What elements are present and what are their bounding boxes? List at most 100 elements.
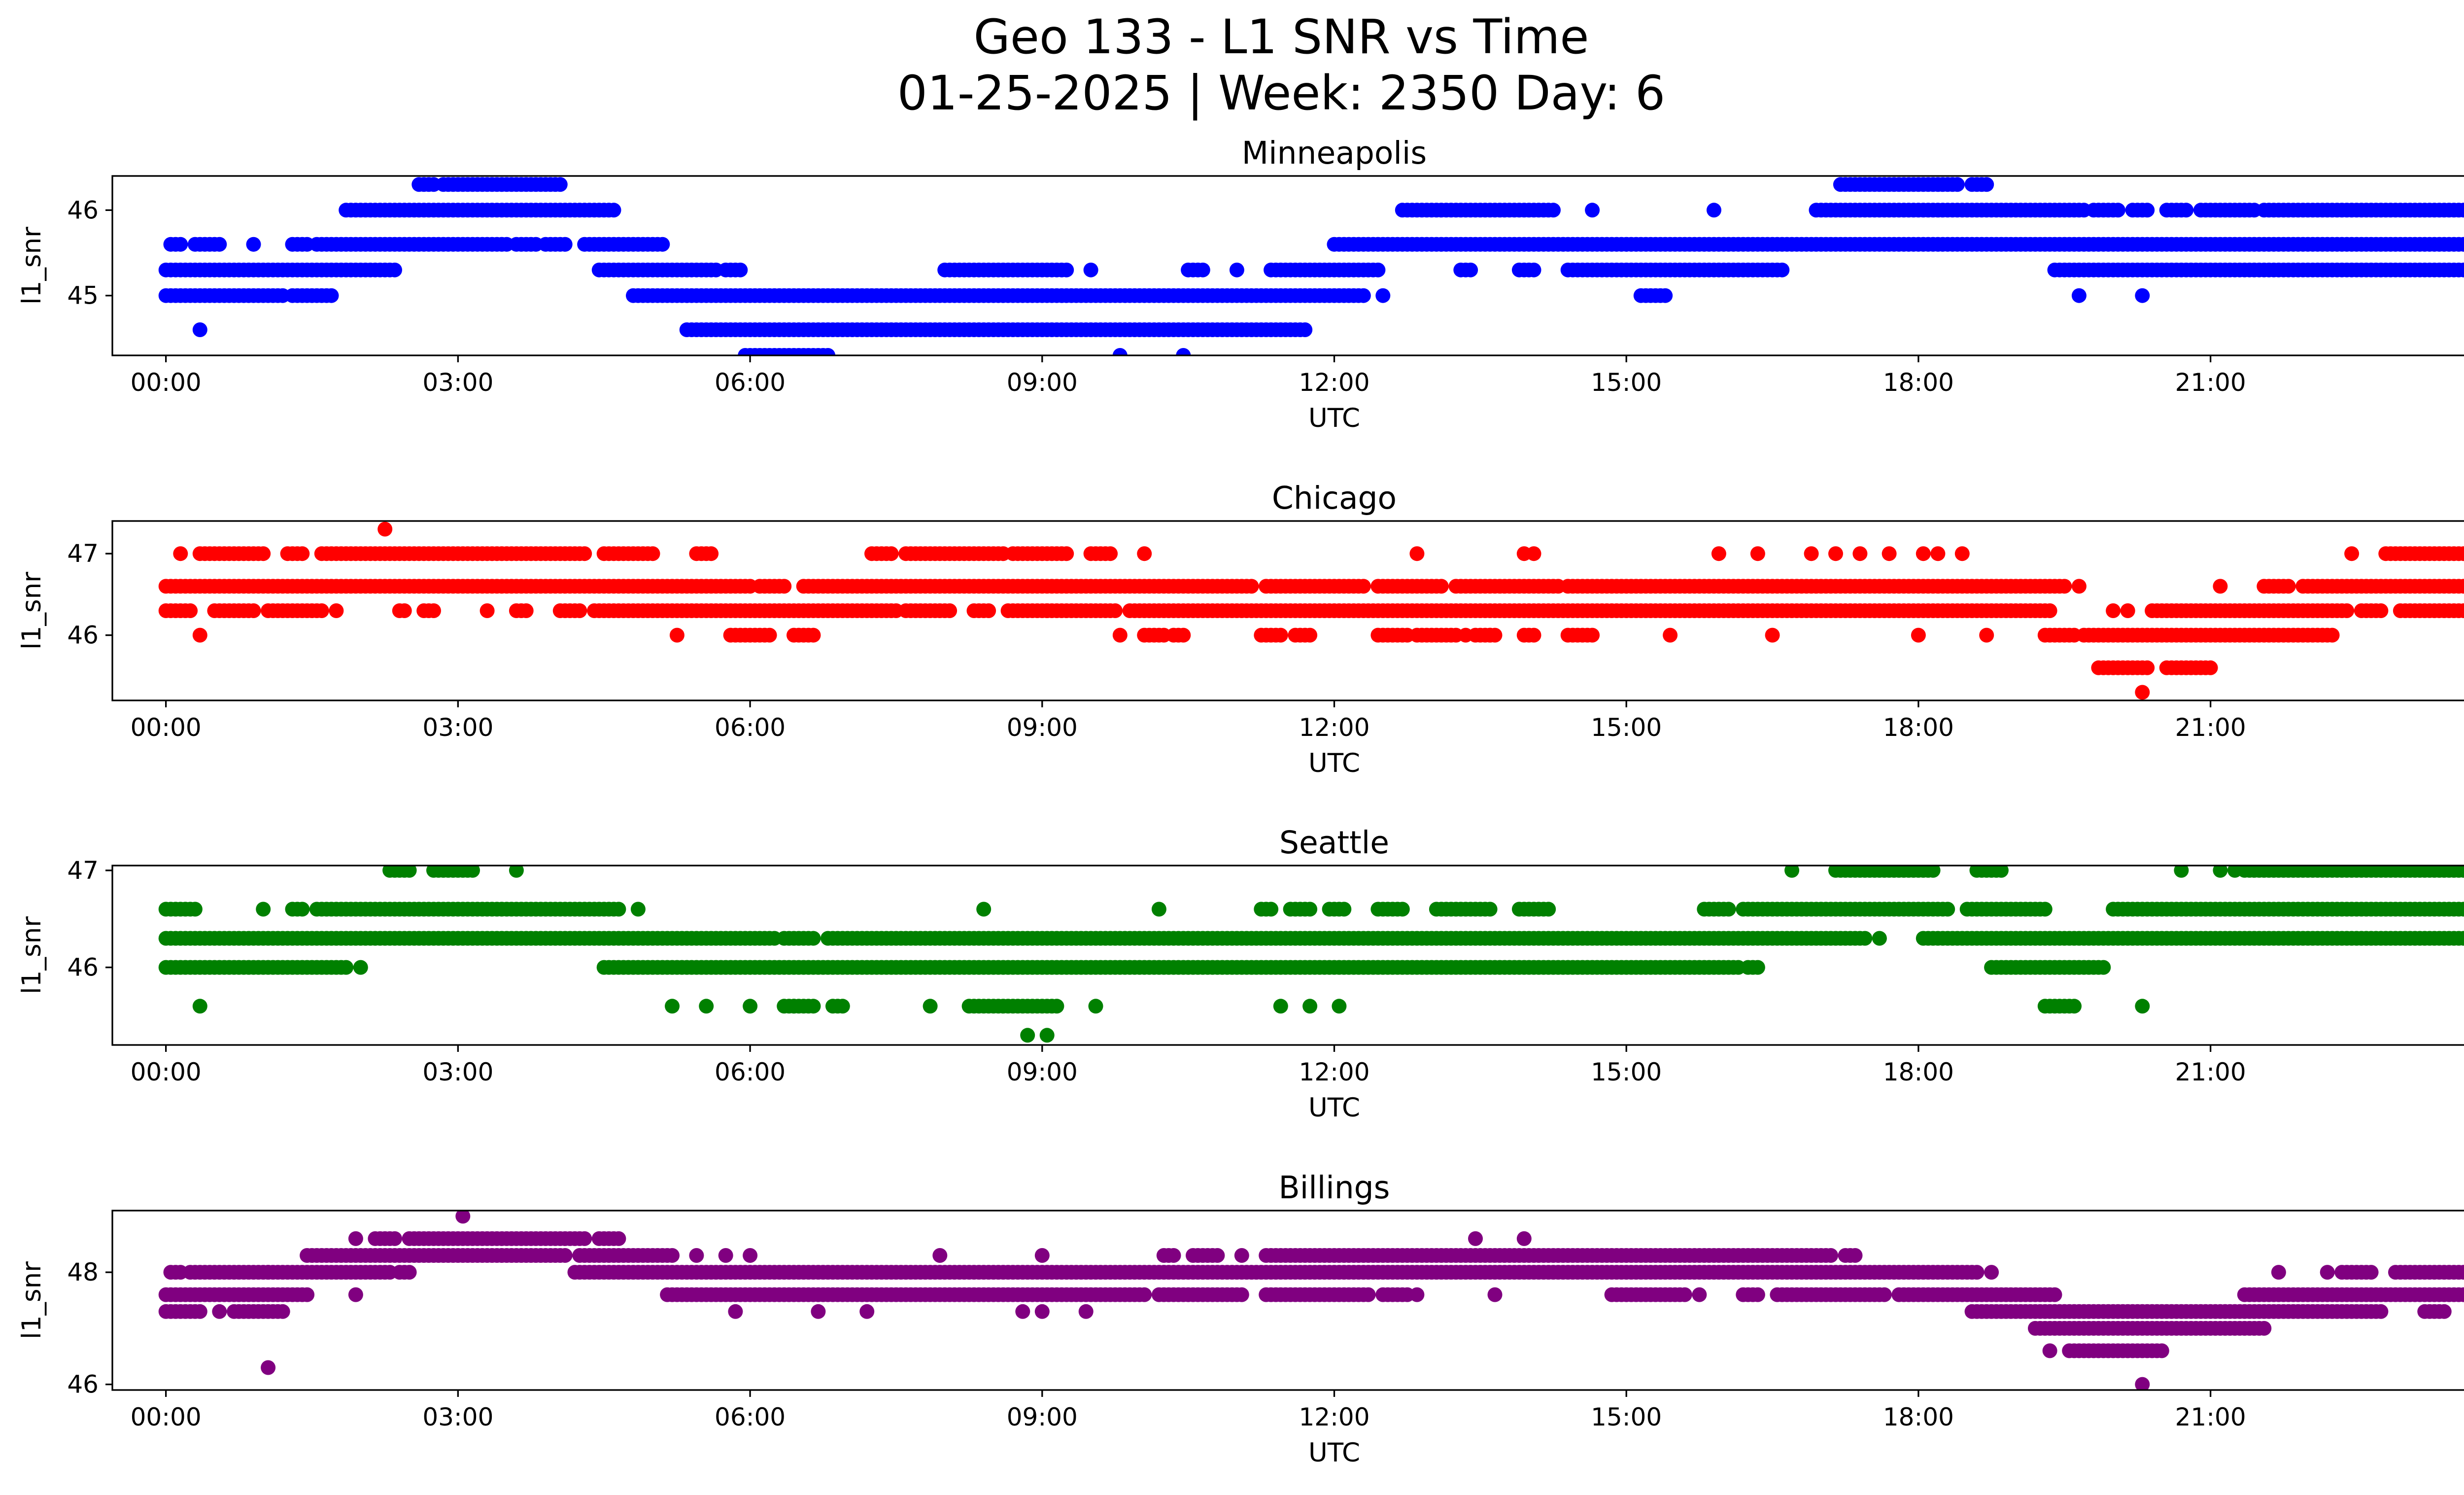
data-point [859, 1304, 875, 1319]
data-point [1020, 1028, 1035, 1043]
data-point [577, 1231, 592, 1246]
x-tick-label: 00:00 [131, 1403, 202, 1431]
data-point [402, 866, 417, 878]
y-tick-label: 47 [67, 856, 99, 885]
data-point [2456, 262, 2464, 278]
x-tick-label: 03:00 [422, 368, 493, 397]
data-point [246, 603, 261, 618]
y-axis-label: l1_snr [17, 916, 47, 994]
data-point [2067, 999, 2082, 1014]
data-point [339, 960, 354, 975]
data-point [212, 237, 227, 252]
subplots: Minneapolis 00:00 03:00 06:00 09:00 12:00 15:0… [17, 135, 2464, 1468]
data-point [2174, 866, 2189, 878]
data-point [2461, 580, 2464, 592]
data-point [728, 1304, 743, 1319]
data-point [2047, 1287, 2062, 1302]
x-tick-label: 06:00 [715, 1403, 786, 1431]
x-axis-label: UTC [1308, 1093, 1360, 1123]
data-point [1103, 546, 1118, 561]
data-point [1482, 902, 1498, 917]
x-axis-label: UTC [1308, 403, 1360, 433]
data-point [699, 999, 714, 1014]
y-tick-label: 46 [67, 196, 99, 224]
data-point [173, 237, 188, 252]
data-point [611, 902, 626, 917]
data-point [665, 999, 680, 1014]
data-point [1034, 1304, 1050, 1319]
data-point [2456, 546, 2464, 561]
data-point [1877, 1287, 1892, 1302]
data-point [2461, 932, 2464, 944]
x-axis-label: UTC [1308, 748, 1360, 778]
data-point [256, 902, 271, 917]
data-point [1059, 546, 1074, 561]
data-point [2339, 603, 2355, 618]
data-point [884, 546, 899, 561]
x-tick-label: 12:00 [1299, 713, 1369, 742]
figure-title-line2: 01-25-2025 | Week: 2350 Day: 6 [897, 66, 1666, 121]
data-point [1585, 627, 1600, 643]
data-point [1332, 999, 1347, 1014]
data-point [942, 603, 958, 618]
data-point [1015, 1304, 1030, 1319]
data-point [2203, 660, 2218, 675]
data-point [1370, 262, 1386, 278]
data-point [1692, 1287, 1707, 1302]
data-point [426, 603, 441, 618]
data-point [704, 546, 719, 561]
data-point [1711, 546, 1726, 561]
data-point [1298, 322, 1313, 337]
data-point [1546, 203, 1561, 218]
data-point [1264, 902, 1279, 917]
data-point [1059, 262, 1074, 278]
subplot-title: Minneapolis [1242, 135, 1427, 171]
data-point [1273, 999, 1288, 1014]
figure-title-line1: Geo 133 - L1 SNR vs Time [974, 9, 1589, 65]
data-point [518, 603, 534, 618]
data-point [665, 1248, 680, 1263]
data-point [1409, 546, 1425, 561]
data-point [1911, 627, 1926, 643]
data-point [577, 546, 592, 561]
data-point [2461, 903, 2464, 915]
data-point [387, 1231, 402, 1246]
data-point [2140, 203, 2155, 218]
data-point [295, 546, 310, 561]
data-point [1166, 1248, 1181, 1263]
x-tick-label: 09:00 [1007, 713, 1078, 742]
data-point [2456, 1265, 2464, 1280]
x-tick-label: 18:00 [1883, 1058, 1954, 1086]
data-point [572, 603, 587, 618]
data-point [2373, 603, 2389, 618]
data-point [2461, 238, 2464, 250]
data-point [1828, 546, 1843, 561]
data-point [1210, 1248, 1225, 1263]
data-point [1487, 1287, 1503, 1302]
data-point [1857, 931, 1873, 946]
data-point [509, 866, 524, 878]
data-point [1663, 627, 1678, 643]
data-point [1137, 546, 1152, 561]
data-point [2456, 203, 2464, 218]
y-tick-label: 46 [67, 1370, 99, 1399]
data-point [2456, 902, 2464, 917]
data-point [1434, 579, 1449, 594]
x-tick-label: 00:00 [131, 368, 202, 397]
data-point [762, 627, 777, 643]
data-point [1677, 1287, 1692, 1302]
x-tick-label: 00:00 [131, 1058, 202, 1086]
data-point [1979, 177, 1994, 192]
data-point [2456, 237, 2464, 252]
data-point [1302, 902, 1318, 917]
data-point [2373, 1304, 2389, 1319]
data-point [723, 627, 738, 643]
x-tick-label: 06:00 [715, 713, 786, 742]
data-point [2071, 579, 2087, 594]
data-point [777, 579, 792, 594]
data-point [2057, 579, 2072, 594]
x-tick-label: 15:00 [1591, 713, 1662, 742]
x-tick-label: 06:00 [715, 368, 786, 397]
